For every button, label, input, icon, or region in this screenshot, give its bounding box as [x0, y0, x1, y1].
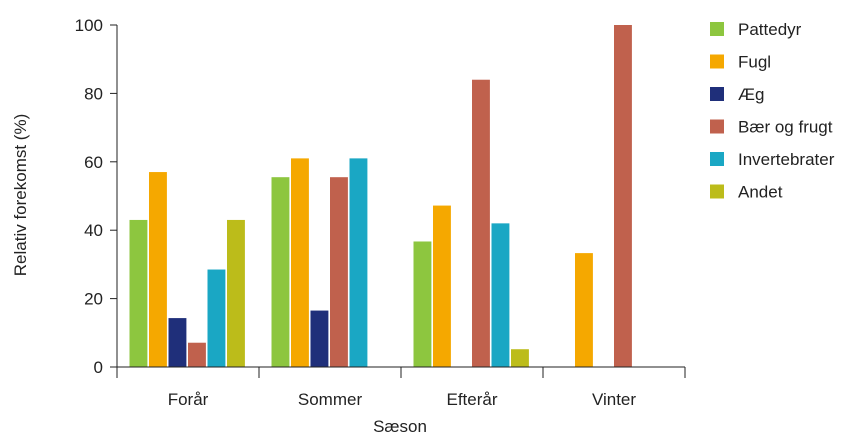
y-tick-label: 80	[84, 84, 103, 103]
x-tick-label: Forår	[168, 390, 209, 409]
y-tick-label: 20	[84, 290, 103, 309]
bar	[575, 253, 593, 367]
bar	[149, 172, 167, 367]
bar	[472, 79, 490, 367]
y-tick-label: 100	[75, 16, 103, 35]
legend-swatch	[710, 87, 724, 101]
legend-label: Æg	[738, 85, 764, 104]
bar	[330, 177, 348, 367]
bar	[349, 158, 368, 367]
legend-swatch	[710, 184, 724, 199]
bar	[207, 269, 226, 367]
y-ticks-group: 0 20 40 60 80 100	[75, 16, 117, 377]
legend-swatch	[710, 22, 724, 36]
x-tick-label: Efterår	[446, 390, 497, 409]
bar	[614, 25, 632, 367]
legend-label: Andet	[738, 183, 783, 202]
bar	[511, 349, 529, 367]
legend-swatch	[710, 152, 724, 166]
x-tick-label: Vinter	[592, 390, 636, 409]
bar	[491, 223, 510, 367]
y-tick-label: 0	[94, 358, 103, 377]
bar	[129, 219, 148, 367]
x-tick-label: Sommer	[298, 390, 363, 409]
bar	[291, 158, 309, 367]
legend-label: Fugl	[738, 53, 771, 72]
legend-label: Bær og frugt	[738, 118, 833, 137]
legend-label: Invertebrater	[738, 150, 835, 169]
legend-swatch	[710, 119, 724, 134]
bar	[433, 205, 451, 367]
x-ticks-group: Forår Sommer Efterår Vinter	[116, 367, 686, 409]
bar	[188, 342, 206, 367]
legend: Pattedyr Fugl Æg Bær og frugt Invertebrater A…	[710, 20, 835, 202]
bar	[310, 310, 329, 367]
y-tick-label: 60	[84, 153, 103, 172]
y-axis-title: Relativ forekomst (%)	[11, 114, 30, 276]
bar	[271, 177, 290, 367]
x-axis-title: Sæson	[373, 417, 427, 436]
y-tick-label: 40	[84, 221, 103, 240]
bar	[227, 219, 245, 367]
bars-group	[129, 25, 632, 367]
legend-swatch	[710, 54, 724, 69]
legend-label: Pattedyr	[738, 20, 802, 39]
bar	[413, 241, 432, 367]
axes-group	[116, 25, 685, 368]
bar	[168, 318, 187, 367]
